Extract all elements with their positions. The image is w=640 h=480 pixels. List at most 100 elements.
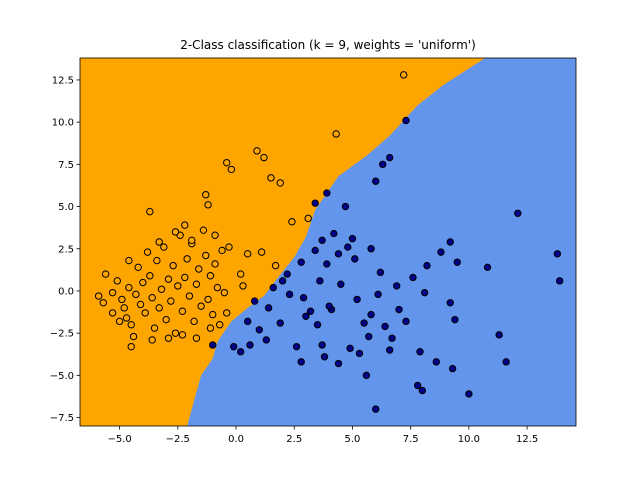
point-blue bbox=[388, 334, 396, 342]
point-orange bbox=[178, 331, 187, 339]
point-blue bbox=[250, 297, 259, 305]
point-blue bbox=[306, 307, 315, 315]
point-orange bbox=[164, 275, 173, 283]
point-orange bbox=[227, 165, 236, 174]
point-blue bbox=[374, 290, 382, 299]
point-blue bbox=[276, 319, 284, 327]
point-orange bbox=[127, 342, 135, 351]
point-orange bbox=[134, 263, 142, 272]
point-blue bbox=[209, 341, 217, 349]
point-blue bbox=[334, 359, 343, 368]
y-tick-label: 7.5 bbox=[58, 160, 74, 171]
point-blue bbox=[483, 263, 492, 272]
point-orange bbox=[94, 292, 103, 300]
x-tick-label: 7.5 bbox=[403, 434, 419, 445]
point-orange bbox=[192, 280, 201, 288]
point-blue bbox=[313, 321, 322, 329]
point-blue bbox=[344, 243, 352, 251]
y-tick-label: −5.0 bbox=[50, 371, 74, 382]
point-blue bbox=[367, 310, 375, 319]
point-orange bbox=[260, 153, 268, 162]
point-blue bbox=[402, 317, 410, 326]
point-blue bbox=[246, 341, 254, 349]
point-blue bbox=[495, 331, 503, 339]
point-orange bbox=[304, 214, 312, 223]
point-orange bbox=[146, 207, 154, 216]
plot-frame bbox=[79, 57, 577, 427]
x-tick-label: −5.0 bbox=[107, 434, 131, 445]
point-orange bbox=[155, 238, 163, 246]
point-orange bbox=[99, 299, 107, 307]
point-blue bbox=[351, 255, 359, 263]
point-orange bbox=[211, 231, 219, 239]
point-orange bbox=[125, 283, 133, 292]
point-blue bbox=[320, 353, 329, 361]
y-axis: −7.5 −5.0 −2.5 0.0 2.5 5.0 7.5 10.0 12.5 bbox=[50, 75, 80, 424]
point-blue bbox=[264, 304, 273, 312]
point-orange bbox=[225, 243, 233, 251]
point-orange bbox=[204, 295, 212, 304]
point-blue bbox=[446, 238, 454, 246]
point-orange bbox=[267, 174, 275, 182]
point-blue bbox=[465, 390, 473, 398]
point-blue bbox=[299, 294, 308, 302]
point-orange bbox=[195, 265, 203, 273]
point-blue bbox=[302, 312, 310, 320]
point-orange bbox=[332, 130, 340, 138]
point-orange bbox=[132, 290, 140, 299]
point-blue bbox=[514, 209, 522, 218]
point-orange bbox=[122, 314, 131, 322]
point-blue bbox=[311, 246, 319, 255]
y-tick-label: 10.0 bbox=[52, 118, 74, 129]
point-blue bbox=[323, 189, 331, 197]
point-blue bbox=[278, 277, 287, 285]
x-tick-label: 0.0 bbox=[228, 434, 244, 445]
point-orange bbox=[271, 261, 280, 270]
decision-regions bbox=[80, 58, 576, 426]
point-orange bbox=[118, 295, 126, 304]
point-blue bbox=[448, 364, 457, 373]
point-orange bbox=[157, 285, 166, 293]
chart-title: 2-Class classification (k = 9, weights =… bbox=[180, 38, 476, 52]
point-blue bbox=[395, 305, 403, 314]
point-orange bbox=[120, 304, 128, 312]
point-orange bbox=[190, 317, 198, 326]
point-orange bbox=[276, 179, 284, 187]
point-blue bbox=[416, 348, 424, 356]
point-orange bbox=[178, 307, 187, 315]
x-tick-label: 2.5 bbox=[286, 434, 302, 445]
point-blue bbox=[409, 273, 417, 282]
point-orange bbox=[148, 294, 156, 302]
point-blue bbox=[379, 160, 387, 169]
point-blue bbox=[360, 319, 368, 327]
y-tick-label: 2.5 bbox=[58, 244, 74, 255]
point-orange bbox=[171, 329, 180, 337]
x-tick-label: −2.5 bbox=[166, 434, 190, 445]
point-blue bbox=[255, 326, 264, 334]
point-orange bbox=[174, 282, 182, 290]
point-blue bbox=[402, 116, 410, 125]
point-blue bbox=[420, 288, 429, 297]
point-orange bbox=[169, 261, 177, 270]
point-orange bbox=[220, 288, 229, 297]
point-blue bbox=[297, 358, 305, 366]
point-blue bbox=[269, 283, 277, 292]
x-tick-label: 12.5 bbox=[516, 434, 538, 445]
point-blue bbox=[365, 332, 373, 341]
y-tick-label: −7.5 bbox=[50, 413, 74, 424]
y-tick-label: 12.5 bbox=[52, 75, 74, 86]
point-orange bbox=[181, 273, 189, 282]
point-orange bbox=[181, 221, 189, 229]
x-tick-label: 10.0 bbox=[458, 434, 480, 445]
point-orange bbox=[239, 282, 247, 290]
point-orange bbox=[211, 260, 219, 268]
point-blue bbox=[285, 290, 294, 299]
point-blue bbox=[325, 302, 333, 310]
point-blue bbox=[423, 261, 431, 270]
point-blue bbox=[553, 250, 562, 258]
point-orange bbox=[183, 255, 191, 263]
point-blue bbox=[348, 234, 357, 243]
point-orange bbox=[218, 246, 226, 255]
point-orange bbox=[206, 272, 215, 280]
point-blue bbox=[367, 245, 375, 253]
